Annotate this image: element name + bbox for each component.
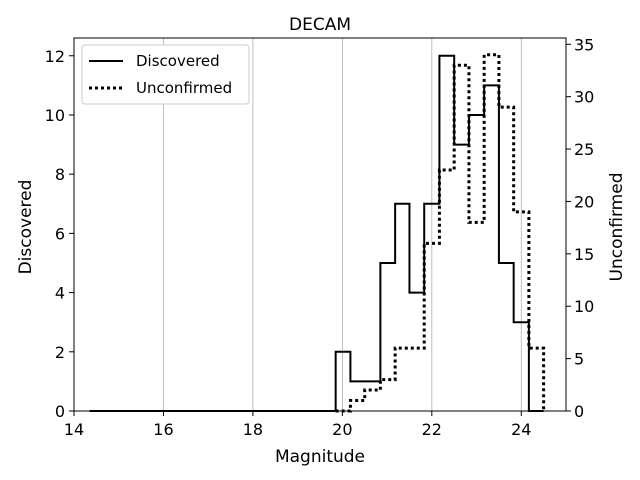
y-tick-label-right: 35 (574, 35, 594, 54)
y-tick-label-right: 30 (574, 88, 594, 107)
y-tick-label-left: 6 (55, 224, 65, 243)
y-tick-label-left: 4 (55, 284, 65, 303)
y-axis-label-right: Unconfirmed (607, 173, 627, 282)
y-tick-label-right: 10 (574, 297, 594, 316)
legend-label-discovered: Discovered (136, 52, 220, 70)
chart-title: DECAM (289, 15, 351, 35)
x-tick-label: 24 (511, 420, 531, 439)
y-tick-label-right: 15 (574, 245, 594, 264)
y-tick-label-left: 12 (45, 47, 65, 66)
x-tick-label: 14 (64, 420, 84, 439)
y-tick-label-right: 0 (574, 402, 584, 421)
legend-label-unconfirmed: Unconfirmed (136, 79, 232, 97)
y-tick-label-right: 25 (574, 140, 594, 159)
y-tick-label-left: 0 (55, 402, 65, 421)
y-tick-label-right: 5 (574, 350, 584, 369)
y-tick-label-left: 10 (45, 106, 65, 125)
x-tick-label: 16 (153, 420, 173, 439)
legend-box (81, 44, 250, 105)
x-tick-label: 22 (422, 420, 442, 439)
x-tick-label: 18 (243, 420, 263, 439)
y-axis-label-left: Discovered (16, 180, 36, 275)
series-discovered (89, 54, 544, 412)
y-tick-label-right: 20 (574, 192, 594, 211)
y-tick-label-left: 8 (55, 165, 65, 184)
plot-frame (73, 37, 567, 412)
y-tick-label-left: 2 (55, 343, 65, 362)
x-tick-label: 20 (332, 420, 352, 439)
legend: Discovered Unconfirmed (81, 44, 250, 105)
x-axis-label: Magnitude (275, 447, 365, 467)
series-group (89, 53, 546, 413)
